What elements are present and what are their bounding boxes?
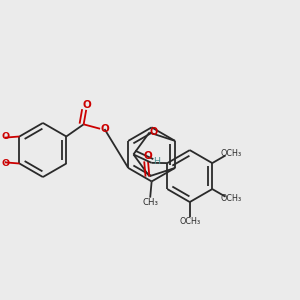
Text: O: O — [82, 100, 91, 110]
Text: O: O — [149, 127, 158, 136]
Text: O: O — [100, 124, 109, 134]
Text: CH₃: CH₃ — [142, 198, 158, 207]
Text: OCH₃: OCH₃ — [220, 149, 242, 158]
Text: O: O — [2, 159, 10, 168]
Text: H: H — [153, 157, 160, 166]
Text: OCH₃: OCH₃ — [179, 217, 200, 226]
Text: OCH₃: OCH₃ — [220, 194, 242, 203]
Text: O: O — [2, 132, 10, 141]
Text: O: O — [143, 152, 152, 161]
